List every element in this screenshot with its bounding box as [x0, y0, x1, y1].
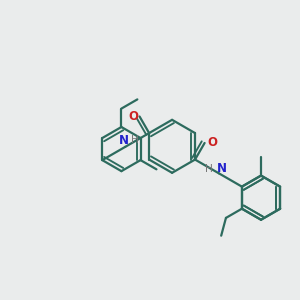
Text: H: H [131, 135, 139, 145]
Text: H: H [205, 164, 213, 174]
Text: N: N [217, 163, 226, 176]
Text: O: O [128, 110, 138, 123]
Text: O: O [207, 136, 217, 149]
Text: N: N [118, 134, 128, 147]
